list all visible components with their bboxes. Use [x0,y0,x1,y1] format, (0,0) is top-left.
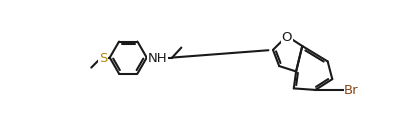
Text: O: O [282,30,292,43]
Text: S: S [99,52,107,65]
Text: Br: Br [344,84,359,97]
Text: NH: NH [148,52,167,65]
